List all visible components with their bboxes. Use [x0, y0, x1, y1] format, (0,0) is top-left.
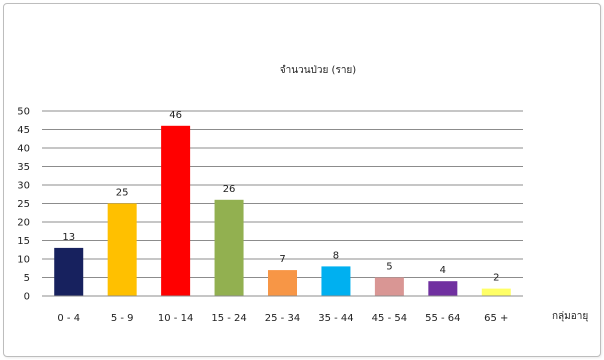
bar [268, 270, 297, 296]
data-label: 2 [493, 273, 499, 284]
y-tick-label: 5 [24, 273, 30, 284]
x-tick-label: 65 + [484, 313, 508, 324]
y-tick-label: 35 [17, 162, 30, 173]
bar [321, 266, 350, 296]
x-tick-label: 10 - 14 [158, 313, 193, 324]
x-tick-label: 15 - 24 [211, 313, 246, 324]
x-tick-label: 45 - 54 [372, 313, 407, 324]
y-tick-label: 20 [17, 218, 30, 229]
bar [161, 126, 190, 296]
bar [54, 248, 83, 296]
data-label: 5 [386, 262, 392, 273]
y-tick-label: 30 [17, 181, 30, 192]
x-tick-label: 25 - 34 [265, 313, 300, 324]
bar [375, 278, 404, 297]
y-tick-label: 0 [24, 292, 30, 303]
data-label: 4 [440, 265, 446, 276]
y-axis-ticks: 0 5 10 15 20 25 30 35 40 45 50 [17, 107, 30, 303]
x-tick-label: 5 - 9 [111, 313, 134, 324]
data-label: 25 [116, 188, 129, 199]
bar [108, 204, 137, 297]
y-tick-label: 10 [17, 255, 30, 266]
data-label: 8 [333, 250, 339, 261]
data-label: 26 [223, 184, 236, 195]
x-axis-ticks: 0 - 4 5 - 9 10 - 14 15 - 24 25 - 34 35 - 44 45… [57, 313, 508, 324]
x-tick-label: 35 - 44 [318, 313, 353, 324]
y-tick-label: 45 [17, 125, 30, 136]
bar [482, 289, 511, 296]
chart-title: จำนวนป่วย (ราย) [280, 65, 357, 76]
x-tick-label: 55 - 64 [425, 313, 460, 324]
x-axis-label: กลุ่มอายุ [552, 311, 588, 322]
bar [215, 200, 244, 296]
y-tick-label: 40 [17, 144, 30, 155]
x-tick-label: 0 - 4 [57, 313, 80, 324]
data-label: 46 [169, 110, 182, 121]
y-tick-label: 25 [17, 199, 30, 210]
bar [428, 281, 457, 296]
y-tick-label: 15 [17, 236, 30, 247]
y-tick-label: 50 [17, 107, 30, 118]
data-label: 13 [62, 232, 75, 243]
data-label: 7 [279, 254, 285, 265]
